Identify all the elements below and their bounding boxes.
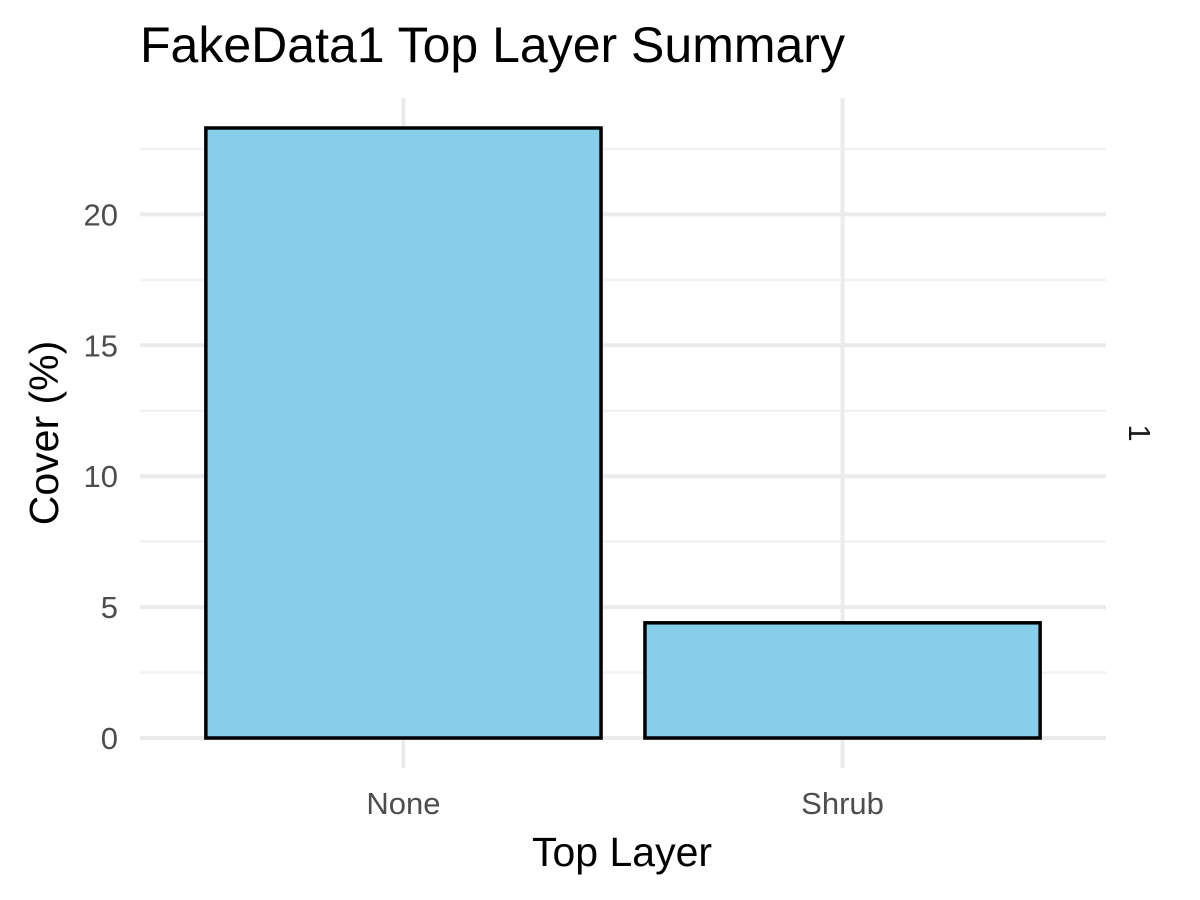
facet-strip-label: 1 <box>1122 424 1157 441</box>
y-tick-label: 15 <box>84 328 118 363</box>
y-tick-labels: 0 5 10 15 20 <box>84 197 118 756</box>
bar-none <box>204 126 603 740</box>
x-tick-label: None <box>366 786 440 821</box>
x-axis-title: Top Layer <box>532 829 712 875</box>
y-tick-label: 0 <box>101 721 118 756</box>
y-axis-title: Cover (%) <box>21 341 67 526</box>
y-tick-label: 10 <box>84 459 118 494</box>
x-tick-labels: None Shrub <box>366 786 884 821</box>
chart-title: FakeData1 Top Layer Summary <box>140 17 845 73</box>
x-tick-label: Shrub <box>801 786 884 821</box>
y-tick-label: 5 <box>101 590 118 625</box>
bars <box>204 126 1042 740</box>
y-tick-label: 20 <box>84 197 118 232</box>
bar-shrub <box>643 621 1042 740</box>
